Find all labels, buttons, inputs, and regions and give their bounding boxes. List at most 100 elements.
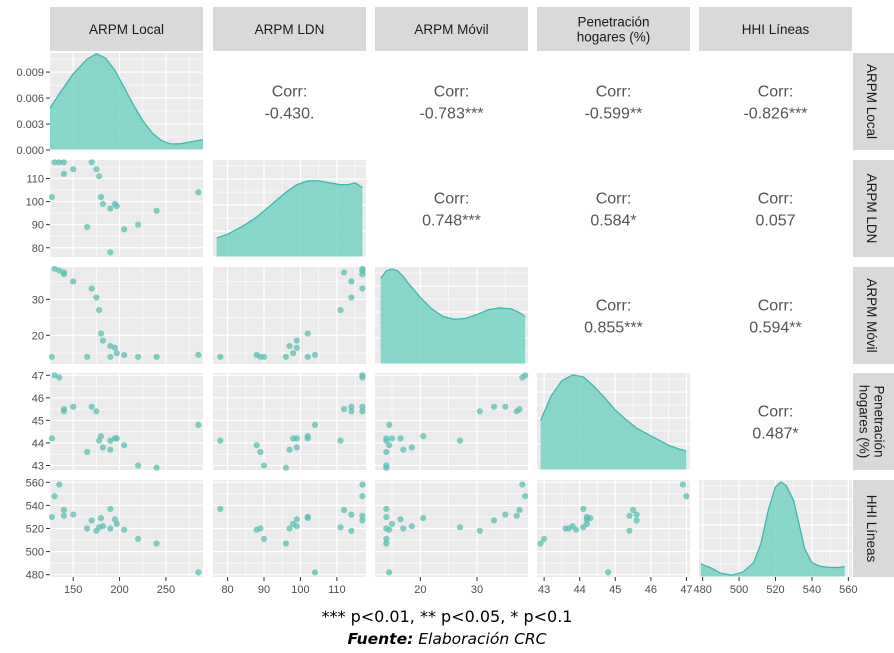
data-point <box>96 173 103 180</box>
data-point <box>70 278 77 285</box>
data-point <box>48 513 56 521</box>
correlation-value: -0.783*** <box>419 106 483 123</box>
data-point <box>282 464 289 471</box>
data-point <box>304 330 311 337</box>
y-tick-label: 110 <box>26 173 44 185</box>
data-point <box>341 506 348 514</box>
x-tick-label: 500 <box>730 584 748 596</box>
panel <box>699 160 852 257</box>
data-point <box>290 520 297 528</box>
data-point <box>388 435 396 442</box>
row-strip-label: ARPM Móvil <box>864 278 879 352</box>
density-area <box>700 481 845 577</box>
data-point <box>383 535 390 543</box>
y-tick-label: 500 <box>26 547 44 559</box>
correlation-label: Corr: <box>758 298 794 315</box>
x-tick-label: 43 <box>538 584 550 596</box>
data-point <box>397 516 404 523</box>
data-point <box>107 353 114 360</box>
correlation-panel <box>537 267 690 364</box>
panel <box>213 160 366 258</box>
data-point <box>70 166 77 173</box>
data-point <box>107 205 114 212</box>
correlation-label: Corr: <box>758 191 794 208</box>
y-tick-label: 46 <box>32 393 44 405</box>
data-point <box>60 408 67 415</box>
data-point <box>195 189 202 196</box>
row-strip <box>853 373 894 470</box>
data-point <box>348 294 355 301</box>
y-tick-label: 520 <box>26 524 44 536</box>
y-tick-label: 540 <box>26 500 44 512</box>
data-point <box>153 464 160 471</box>
panel <box>375 267 528 365</box>
data-point <box>383 513 390 521</box>
column-strip <box>537 7 690 51</box>
data-point <box>359 493 366 500</box>
data-point <box>51 372 58 379</box>
data-point <box>513 408 520 415</box>
panel <box>699 53 852 150</box>
data-point <box>359 408 366 415</box>
data-point <box>290 350 297 357</box>
panel <box>375 53 528 150</box>
data-point <box>348 408 355 415</box>
panel-background <box>50 373 203 470</box>
y-tick-label: 44 <box>32 438 44 450</box>
data-point <box>337 307 344 314</box>
data-point <box>153 207 160 214</box>
data-point <box>60 159 67 166</box>
y-tick-label: 47 <box>32 370 44 382</box>
data-point <box>293 516 300 523</box>
data-point <box>257 353 264 360</box>
x-tick-label: 560 <box>839 584 857 596</box>
data-point <box>341 406 348 413</box>
data-point <box>88 517 95 524</box>
column-strip <box>213 7 366 51</box>
data-point <box>476 527 483 534</box>
data-point <box>135 221 142 228</box>
data-point <box>630 506 637 514</box>
data-point <box>359 481 366 488</box>
data-point <box>502 511 509 518</box>
y-tick-label: 20 <box>32 330 44 342</box>
data-point <box>679 481 687 488</box>
y-tick-label: 480 <box>26 570 44 582</box>
row-strip <box>853 267 894 364</box>
data-point <box>286 342 293 350</box>
y-tick-label: 90 <box>32 220 44 232</box>
data-point <box>683 493 690 500</box>
data-point <box>113 520 120 528</box>
data-point <box>383 525 390 532</box>
data-point <box>88 403 95 410</box>
column-strip <box>375 7 528 51</box>
panel <box>699 373 852 470</box>
panel <box>213 53 366 150</box>
correlation-panel <box>699 160 852 257</box>
density-line <box>380 268 526 320</box>
data-point <box>48 435 56 442</box>
data-point <box>257 525 264 532</box>
panel <box>48 265 203 364</box>
x-tick-label: 44 <box>574 584 586 596</box>
data-point <box>516 506 523 514</box>
scatterplot-matrix: ARPM Local ARPM LDN ARPM Móvil Penetración h… <box>16 7 894 596</box>
data-point <box>626 527 633 534</box>
data-point <box>304 513 311 521</box>
data-point <box>48 193 56 201</box>
data-point <box>348 511 355 518</box>
panel <box>375 160 528 257</box>
density-line <box>49 53 204 145</box>
data-point <box>88 159 95 166</box>
data-point <box>195 421 202 428</box>
correlation-value: -0.430. <box>265 106 315 123</box>
data-point <box>502 403 509 410</box>
data-point <box>56 374 63 381</box>
panel <box>375 372 529 471</box>
correlation-value: 0.748*** <box>422 213 481 230</box>
data-point <box>304 353 311 360</box>
data-point <box>359 285 366 292</box>
data-point <box>456 437 464 444</box>
data-point <box>522 493 529 500</box>
x-tick-label: 520 <box>766 584 784 596</box>
